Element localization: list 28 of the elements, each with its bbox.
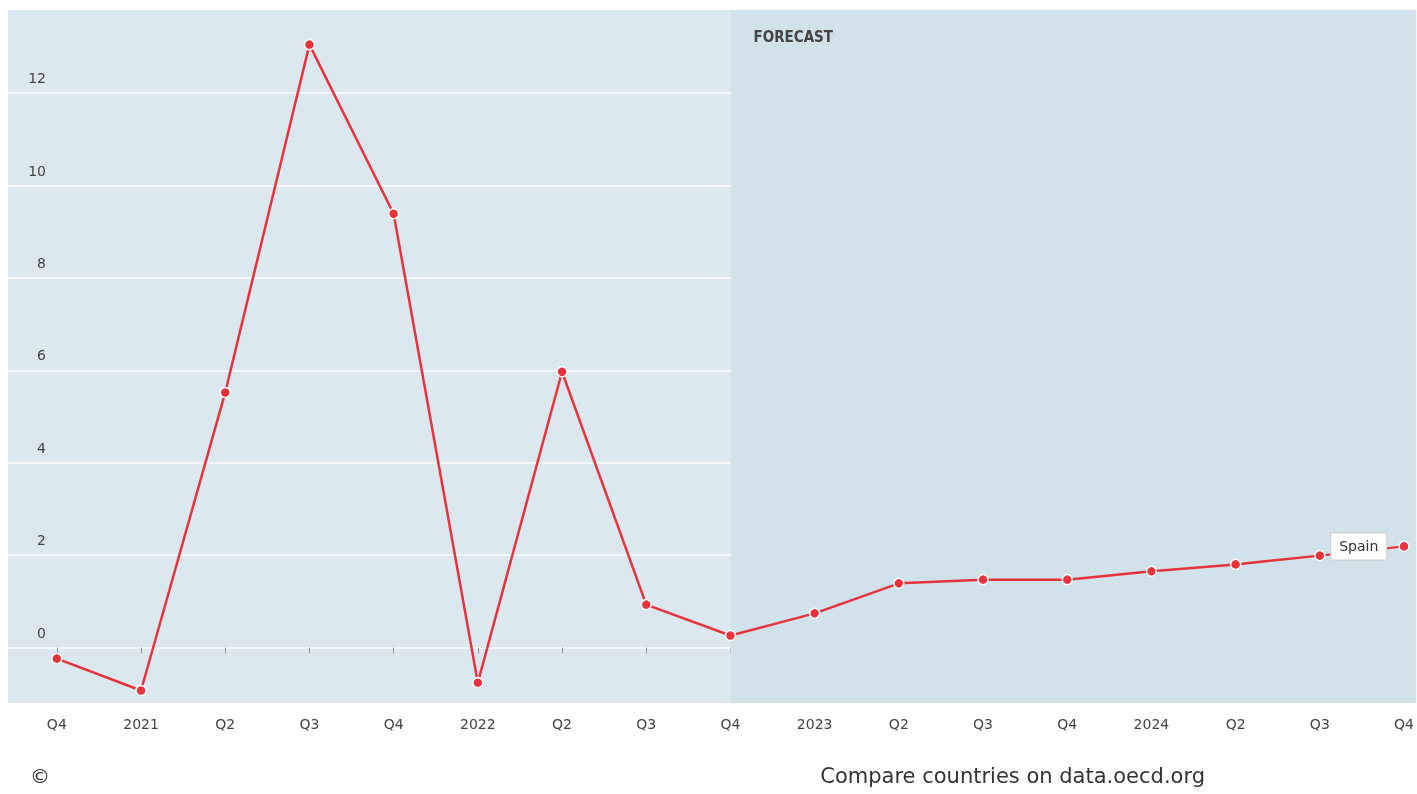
y-tick-label: 10 xyxy=(28,162,46,179)
series-label: Spain xyxy=(1339,538,1379,555)
x-tick-label: 2022 xyxy=(460,716,496,732)
x-tick-label: Q3 xyxy=(1309,716,1330,732)
x-tick-label: Q3 xyxy=(636,716,657,732)
x-tick-label: Q2 xyxy=(215,716,236,732)
x-tick-label: Q4 xyxy=(383,716,404,732)
band-label: FORECAST xyxy=(753,27,834,46)
x-tick-label: Q2 xyxy=(1225,716,1246,732)
y-tick-label: 6 xyxy=(37,347,47,364)
x-tick-label: 2021 xyxy=(123,716,159,732)
x-tick-label: 2023 xyxy=(796,716,833,732)
y-tick-label: 12 xyxy=(28,70,46,87)
x-tick-label: Q4 xyxy=(1394,716,1415,732)
y-tick-label: 4 xyxy=(37,439,47,456)
text: Compare countries on data.oecd.org xyxy=(820,763,1206,788)
x-tick-label: Q2 xyxy=(552,716,572,732)
x-tick-label: 2024 xyxy=(1133,716,1170,732)
x-tick-label: Q2 xyxy=(888,716,909,732)
x-tick-label: Q4 xyxy=(720,716,741,732)
y-tick-label: 2 xyxy=(37,532,46,549)
x-tick-label: Q4 xyxy=(1057,716,1078,732)
x-tick-label: Q3 xyxy=(299,716,320,732)
y-tick-label: 8 xyxy=(37,254,46,271)
x-tick-label: Q3 xyxy=(973,716,994,732)
x-tick-label: Q4 xyxy=(46,716,67,732)
y-tick-label: 0 xyxy=(37,624,46,641)
text: © xyxy=(30,764,50,788)
